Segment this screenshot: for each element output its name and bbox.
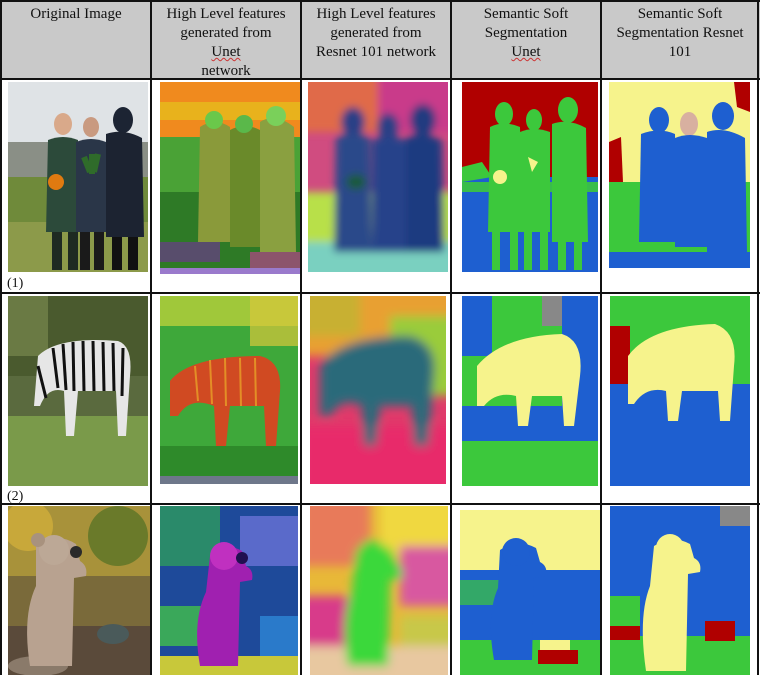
row1-seg-unet [462,82,598,272]
grid-line [0,0,760,2]
header-text: Segmentation Unet [452,24,600,62]
header-word-unet: Unet [511,44,541,60]
row1-seg-resnet [609,82,750,268]
grid-line [0,292,760,294]
header-text: High Level features [166,6,286,22]
header-text: High Level features [316,6,436,22]
row-label: (2) [7,489,24,504]
row2-seg-unet [462,296,598,486]
header-text: generated from Unet [152,24,300,62]
grid-line [0,503,760,505]
header-text: Semantic Soft [483,6,569,22]
row1-resnet-features [308,82,448,272]
grid-line [600,0,602,675]
row-label: (1) [7,276,24,291]
header-text: Semantic Soft [637,6,723,22]
grid-line [0,78,760,80]
header-text: Original Image [30,6,122,22]
header-text: Segmentation Resnet [616,25,744,41]
header-original-image: Original Image [2,2,150,78]
row3-seg-unet [460,510,600,675]
grid-line [757,0,759,675]
row3-unet-features [160,506,298,675]
grid-line [0,0,2,675]
row2-original-image [8,296,148,486]
row2-seg-resnet [610,296,750,486]
header-word-unet: Unet [211,44,241,60]
header-resnet-features: High Level features generated from Resne… [302,2,450,78]
row2-resnet-features [310,296,446,484]
header-row [0,0,760,79]
grid-line [300,0,302,675]
row1-original-image [8,82,148,272]
header-seg-resnet: Semantic Soft Segmentation Resnet 101 [602,2,758,78]
grid-line [150,0,152,675]
header-text: generated from [330,25,422,41]
header-text: Resnet 101 network [316,44,436,60]
row3-original-image [8,506,150,675]
header-unet-features: High Level features generated from Unet … [152,2,300,79]
header-text: 101 [668,44,692,60]
header-seg-unet: Semantic Soft Segmentation Unet [452,2,600,78]
row3-resnet-features [310,506,448,675]
row2-unet-features [160,296,298,484]
grid-line [450,0,452,675]
header-text: network [201,63,251,79]
row1-unet-features [160,82,300,274]
row3-seg-resnet [610,506,750,675]
